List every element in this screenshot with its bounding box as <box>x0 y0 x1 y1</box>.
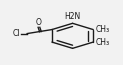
Text: Cl: Cl <box>13 29 20 38</box>
Text: H2N: H2N <box>64 12 81 21</box>
Text: CH₃: CH₃ <box>96 25 110 34</box>
Text: O: O <box>35 18 41 27</box>
Text: CH₃: CH₃ <box>96 38 110 47</box>
